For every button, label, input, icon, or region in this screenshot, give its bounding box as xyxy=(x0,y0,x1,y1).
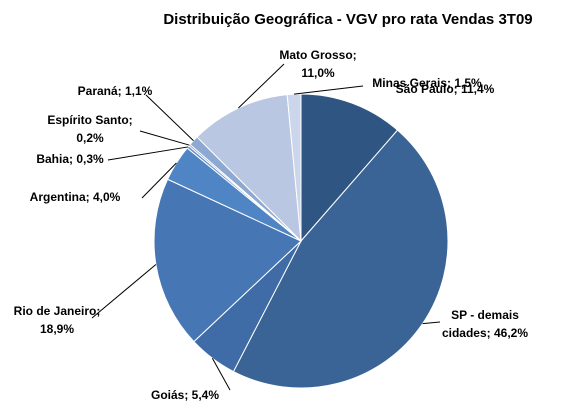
leader-line xyxy=(107,146,189,161)
data-label: Bahia; 0,3% xyxy=(36,152,104,166)
data-label: Espírito Santo; xyxy=(47,113,132,127)
leader-line xyxy=(238,63,285,109)
leader-line xyxy=(294,85,364,95)
chart-title: Distribuição Geográfica - VGV pro rata V… xyxy=(163,11,532,28)
leader-line xyxy=(91,264,157,319)
pie-slice xyxy=(196,94,302,243)
data-label: Minas Gerais; 1,5% xyxy=(372,76,482,90)
data-label: Goiás; 5,4% xyxy=(151,388,219,402)
data-label: cidades; 46,2% xyxy=(442,326,528,340)
leader-line xyxy=(422,321,441,325)
data-label: SP - demais xyxy=(451,308,519,322)
pie-slice xyxy=(232,129,449,389)
data-label: Paraná; 1,1% xyxy=(78,84,153,98)
leader-line xyxy=(145,94,194,142)
pie-slice xyxy=(300,93,399,243)
pie-slice xyxy=(286,93,302,242)
leader-line xyxy=(141,162,177,199)
data-label: 11,0% xyxy=(301,66,335,80)
data-label: 18,9% xyxy=(40,322,74,336)
data-label: Argentina; 4,0% xyxy=(30,190,121,204)
pie-slice xyxy=(153,178,302,343)
data-label: 0,2% xyxy=(76,131,104,145)
data-label: São Paulo; 11,4% xyxy=(396,82,495,96)
leader-line xyxy=(139,130,190,146)
leader-line xyxy=(211,358,231,391)
data-label: Mato Grosso; xyxy=(279,48,356,62)
data-label: Rio de Janeiro; xyxy=(14,304,101,318)
